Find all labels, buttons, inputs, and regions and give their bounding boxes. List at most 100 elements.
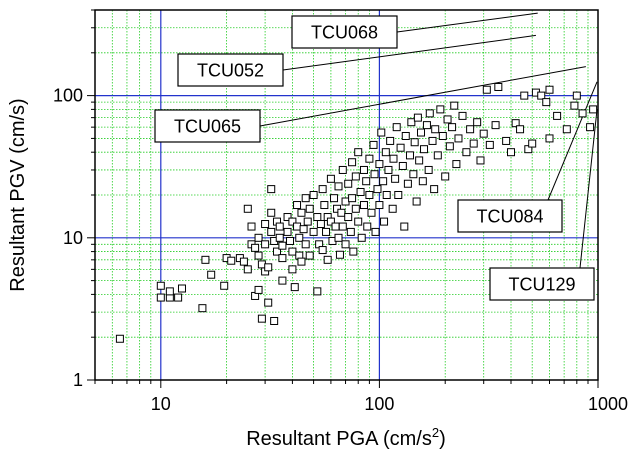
data-point [303,217,312,226]
data-point [301,194,310,203]
data-point [422,121,431,130]
data-point [313,213,322,222]
data-point [401,131,410,140]
data-point [589,105,598,114]
minor-gridlines [94,9,598,380]
data-point [351,204,360,213]
data-point [473,118,482,127]
data-point [261,220,270,229]
data-point [430,185,439,194]
data-point [254,285,263,294]
data-point [318,246,327,255]
data-point [466,125,475,134]
data-point [267,185,276,194]
data-point [201,255,210,264]
data-point [295,233,304,242]
annotation-label: TCU065 [174,117,241,137]
data-point [469,139,478,148]
data-point [272,247,281,256]
data-point [299,225,308,234]
data-point [502,136,511,145]
data-point [288,265,297,274]
data-point [341,197,350,206]
data-point [334,182,343,191]
data-point [344,213,353,222]
data-point [545,134,554,143]
data-point [283,227,292,236]
axis-tick-labels: 10 100 1000 1 10 100 [53,86,628,414]
data-point [388,204,397,213]
data-point [348,158,357,167]
data-point [156,281,165,290]
data-point [318,185,327,194]
data-point [257,314,266,323]
data-point [476,156,485,165]
major-gridlines [95,10,598,380]
data-point [380,217,389,226]
annotation-box [489,267,595,301]
x-axis-title: Resultant PGA (cm/s2) [246,425,446,450]
data-point [494,82,503,91]
data-point [337,208,346,217]
annotation-box [154,109,261,143]
data-point [445,142,454,151]
data-point [326,217,335,226]
data-point [207,270,216,279]
data-point [344,179,353,188]
data-point [305,204,314,213]
data-point [356,187,365,196]
data-point [174,293,183,302]
data-point [198,304,207,313]
data-point [386,136,395,145]
data-point [349,247,358,256]
data-point [413,113,422,122]
data-point [491,121,500,130]
data-point [278,241,287,250]
data-point [391,174,400,183]
data-point [396,143,405,152]
data-point [316,220,325,229]
data-point [450,101,459,110]
data-point [443,115,452,124]
data-point [394,191,403,199]
data-point [290,283,299,292]
data-point [417,128,426,137]
data-point [264,298,273,307]
data-point [572,91,581,100]
data-point [365,191,374,199]
data-point [301,240,310,249]
x-tick-label: 10 [151,394,171,414]
data-point [520,91,529,100]
data-point [251,243,260,252]
data-point [283,213,292,222]
data-points [115,82,598,343]
data-point [458,111,467,120]
data-point [479,129,488,138]
data-point [239,257,248,266]
annotation-box [177,53,284,87]
y-tick-label: 10 [63,228,83,248]
data-point [511,119,520,128]
data-point [348,194,357,203]
x-tick-label: 100 [364,394,394,414]
data-point [482,85,491,94]
data-point [338,165,347,174]
data-point [562,125,571,134]
data-point [288,217,297,226]
data-point [247,222,256,231]
data-point [341,240,350,249]
data-point [415,156,424,165]
station-annotations: TCU068 TCU052 TCU065 TCU084 TCU129 [154,15,595,301]
data-point [407,118,416,127]
leader-line [396,12,538,33]
data-point [384,165,393,174]
data-point [392,123,401,132]
data-point [377,128,386,137]
data-point [334,233,343,242]
data-point [115,334,124,343]
data-point [293,201,302,210]
data-point [323,255,332,264]
data-point [425,109,434,118]
data-point [243,265,252,274]
